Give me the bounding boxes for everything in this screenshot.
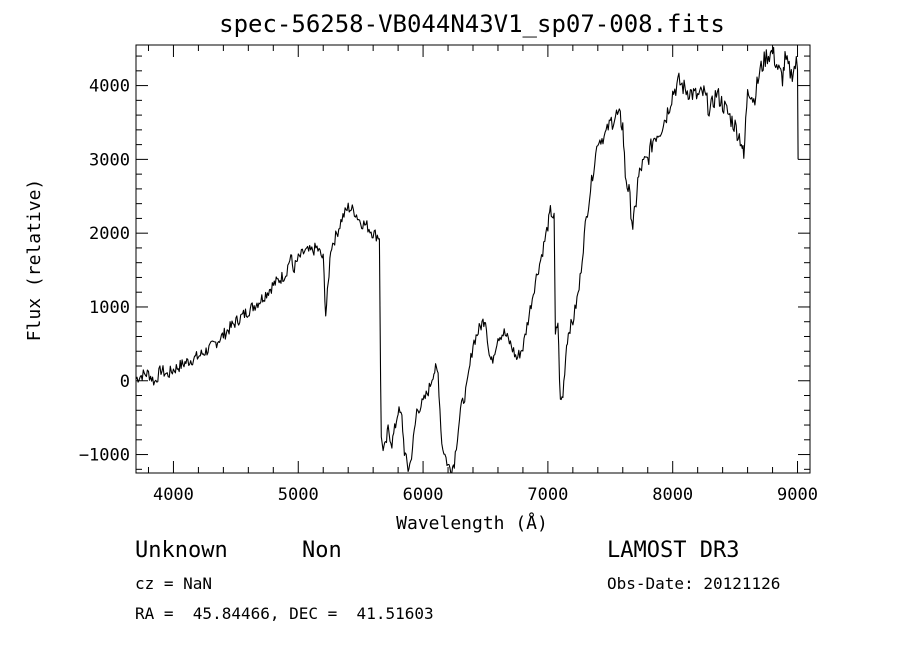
x-tick-label: 5000 <box>278 485 319 505</box>
x-axis-label: Wavelength (Å) <box>396 512 548 534</box>
plot-frame <box>135 44 811 474</box>
object-class: Unknown <box>135 538 228 563</box>
y-tick-label: 1000 <box>89 298 130 318</box>
axis-tick-labels: 4000 5000 6000 7000 8000 9000 −1000 0 1000 2000 30… <box>79 77 818 505</box>
survey-name: LAMOST DR3 <box>607 538 740 563</box>
obs-date: Obs-Date: 20121126 <box>607 574 781 593</box>
x-tick-label: 4000 <box>153 485 194 505</box>
x-tick-label: 6000 <box>403 485 444 505</box>
y-tick-label: 2000 <box>89 224 130 244</box>
x-tick-label: 7000 <box>527 485 568 505</box>
y-tick-label: 3000 <box>89 150 130 170</box>
y-tick-label: −1000 <box>79 446 130 466</box>
redshift-cz: cz = NaN <box>135 574 213 593</box>
object-subclass: Non <box>302 538 342 563</box>
y-axis-label: Flux (relative) <box>24 179 45 342</box>
x-tick-label: 8000 <box>652 485 693 505</box>
chart-title: spec-56258-VB044N43V1_sp07-008.fits <box>219 10 725 38</box>
y-tick-label: 4000 <box>89 77 130 97</box>
spectrum-series-line <box>135 46 799 474</box>
y-tick-label: 0 <box>120 372 130 392</box>
axis-ticks <box>136 45 810 473</box>
x-tick-label: 9000 <box>777 485 818 505</box>
coordinates: RA = 45.84466, DEC = 41.51603 <box>135 604 434 623</box>
plot-area-frame <box>135 44 811 474</box>
